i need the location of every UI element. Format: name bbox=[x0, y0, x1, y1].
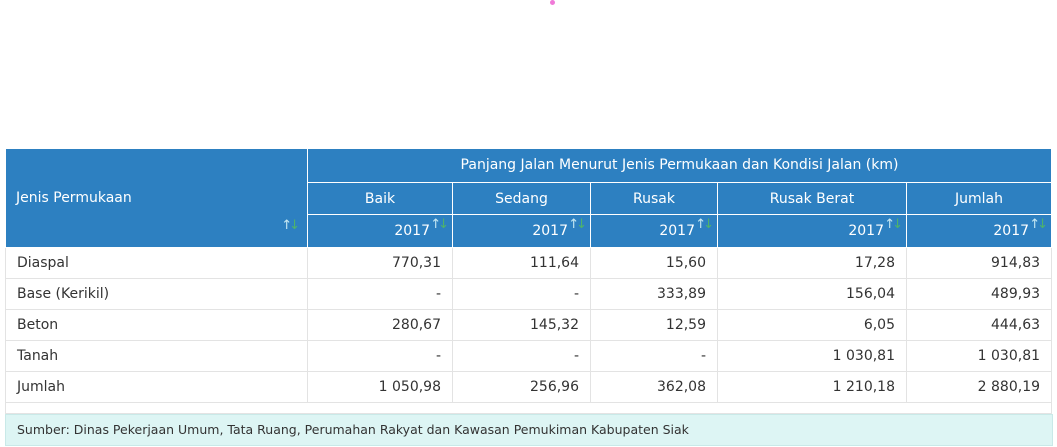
column-header-jumlah: Jumlah bbox=[905, 181, 1053, 216]
table-cell: 444,63 bbox=[905, 309, 1053, 341]
year-header-rusak-berat[interactable]: 2017 ↑↓ bbox=[717, 214, 907, 248]
sort-arrows-icon[interactable]: ↑↓ bbox=[568, 217, 587, 233]
spacer-cell bbox=[4, 402, 1053, 414]
table-row: Diaspal 770,31 111,64 15,60 17,28 914,83 bbox=[5, 247, 1053, 279]
table-cell: 770,31 bbox=[307, 247, 453, 279]
row-label: Jumlah bbox=[5, 371, 308, 403]
year-label: 2017 bbox=[532, 223, 568, 240]
row-label: Tanah bbox=[5, 340, 308, 372]
sort-arrows-icon[interactable]: ↑↓ bbox=[430, 217, 449, 233]
year-label: 2017 bbox=[993, 223, 1030, 240]
year-header-rusak[interactable]: 2017 ↑↓ bbox=[590, 214, 718, 248]
table-cell: 111,64 bbox=[452, 247, 591, 279]
column-header-sedang: Sedang bbox=[452, 181, 591, 216]
year-header-baik[interactable]: 2017 ↑↓ bbox=[307, 214, 453, 248]
table-cell: 17,28 bbox=[717, 247, 907, 279]
table-cell: 15,60 bbox=[590, 247, 718, 279]
column-header-rusak-berat: Rusak Berat bbox=[717, 181, 907, 216]
row-label: Diaspal bbox=[5, 247, 308, 279]
row-label: Base (Kerikil) bbox=[5, 278, 308, 310]
table-cell: 914,83 bbox=[905, 247, 1053, 279]
road-length-table: Jenis Permukaan ↑↓ Panjang Jalan Menurut… bbox=[4, 148, 1053, 414]
table-cell: 156,04 bbox=[717, 278, 907, 310]
table-cell: 12,59 bbox=[590, 309, 718, 341]
table-cell: - bbox=[590, 340, 718, 372]
table-row-total: Jumlah 1 050,98 256,96 362,08 1 210,18 2… bbox=[5, 371, 1053, 403]
table-cell: 1 210,18 bbox=[717, 371, 907, 403]
source-note: Sumber: Dinas Pekerjaan Umum, Tata Ruang… bbox=[5, 414, 1053, 446]
table-cell: 145,32 bbox=[452, 309, 591, 341]
year-label: 2017 bbox=[848, 223, 884, 240]
table-cell: 6,05 bbox=[717, 309, 907, 341]
sort-arrows-icon[interactable]: ↑↓ bbox=[281, 218, 300, 233]
pink-dot-marker bbox=[550, 0, 555, 5]
year-label: 2017 bbox=[394, 223, 430, 240]
year-header-jumlah[interactable]: 2017 ↑↓ bbox=[905, 214, 1053, 248]
table-row: Tanah - - - 1 030,81 1 030,81 bbox=[5, 340, 1053, 372]
table-cell: - bbox=[307, 278, 453, 310]
table-cell: - bbox=[307, 340, 453, 372]
column-header-rusak: Rusak bbox=[590, 181, 718, 216]
year-label: 2017 bbox=[659, 223, 695, 240]
stub-header-label: Jenis Permukaan bbox=[16, 190, 132, 206]
table-cell: 489,93 bbox=[905, 278, 1053, 310]
sort-arrows-icon[interactable]: ↑↓ bbox=[1029, 217, 1048, 233]
row-label: Beton bbox=[5, 309, 308, 341]
table-cell: 2 880,19 bbox=[905, 371, 1053, 403]
sort-arrows-icon[interactable]: ↑↓ bbox=[884, 217, 903, 233]
table-cell: 1 030,81 bbox=[717, 340, 907, 372]
table-row: Beton 280,67 145,32 12,59 6,05 444,63 bbox=[5, 309, 1053, 341]
table-cell: - bbox=[452, 340, 591, 372]
table-cell: 256,96 bbox=[452, 371, 591, 403]
table-cell: 1 050,98 bbox=[307, 371, 453, 403]
table-cell: - bbox=[452, 278, 591, 310]
table-row: Base (Kerikil) - - 333,89 156,04 489,93 bbox=[5, 278, 1053, 310]
table-cell: 280,67 bbox=[307, 309, 453, 341]
year-header-sedang[interactable]: 2017 ↑↓ bbox=[452, 214, 591, 248]
sort-arrows-icon[interactable]: ↑↓ bbox=[695, 217, 714, 233]
table-cell: 362,08 bbox=[590, 371, 718, 403]
group-header: Panjang Jalan Menurut Jenis Permukaan da… bbox=[306, 148, 1053, 183]
stub-header-cell[interactable]: Jenis Permukaan ↑↓ bbox=[5, 148, 308, 248]
column-header-baik: Baik bbox=[307, 181, 453, 216]
table-cell: 333,89 bbox=[590, 278, 718, 310]
table-cell: 1 030,81 bbox=[905, 340, 1053, 372]
table-spacer-row bbox=[4, 402, 1053, 414]
